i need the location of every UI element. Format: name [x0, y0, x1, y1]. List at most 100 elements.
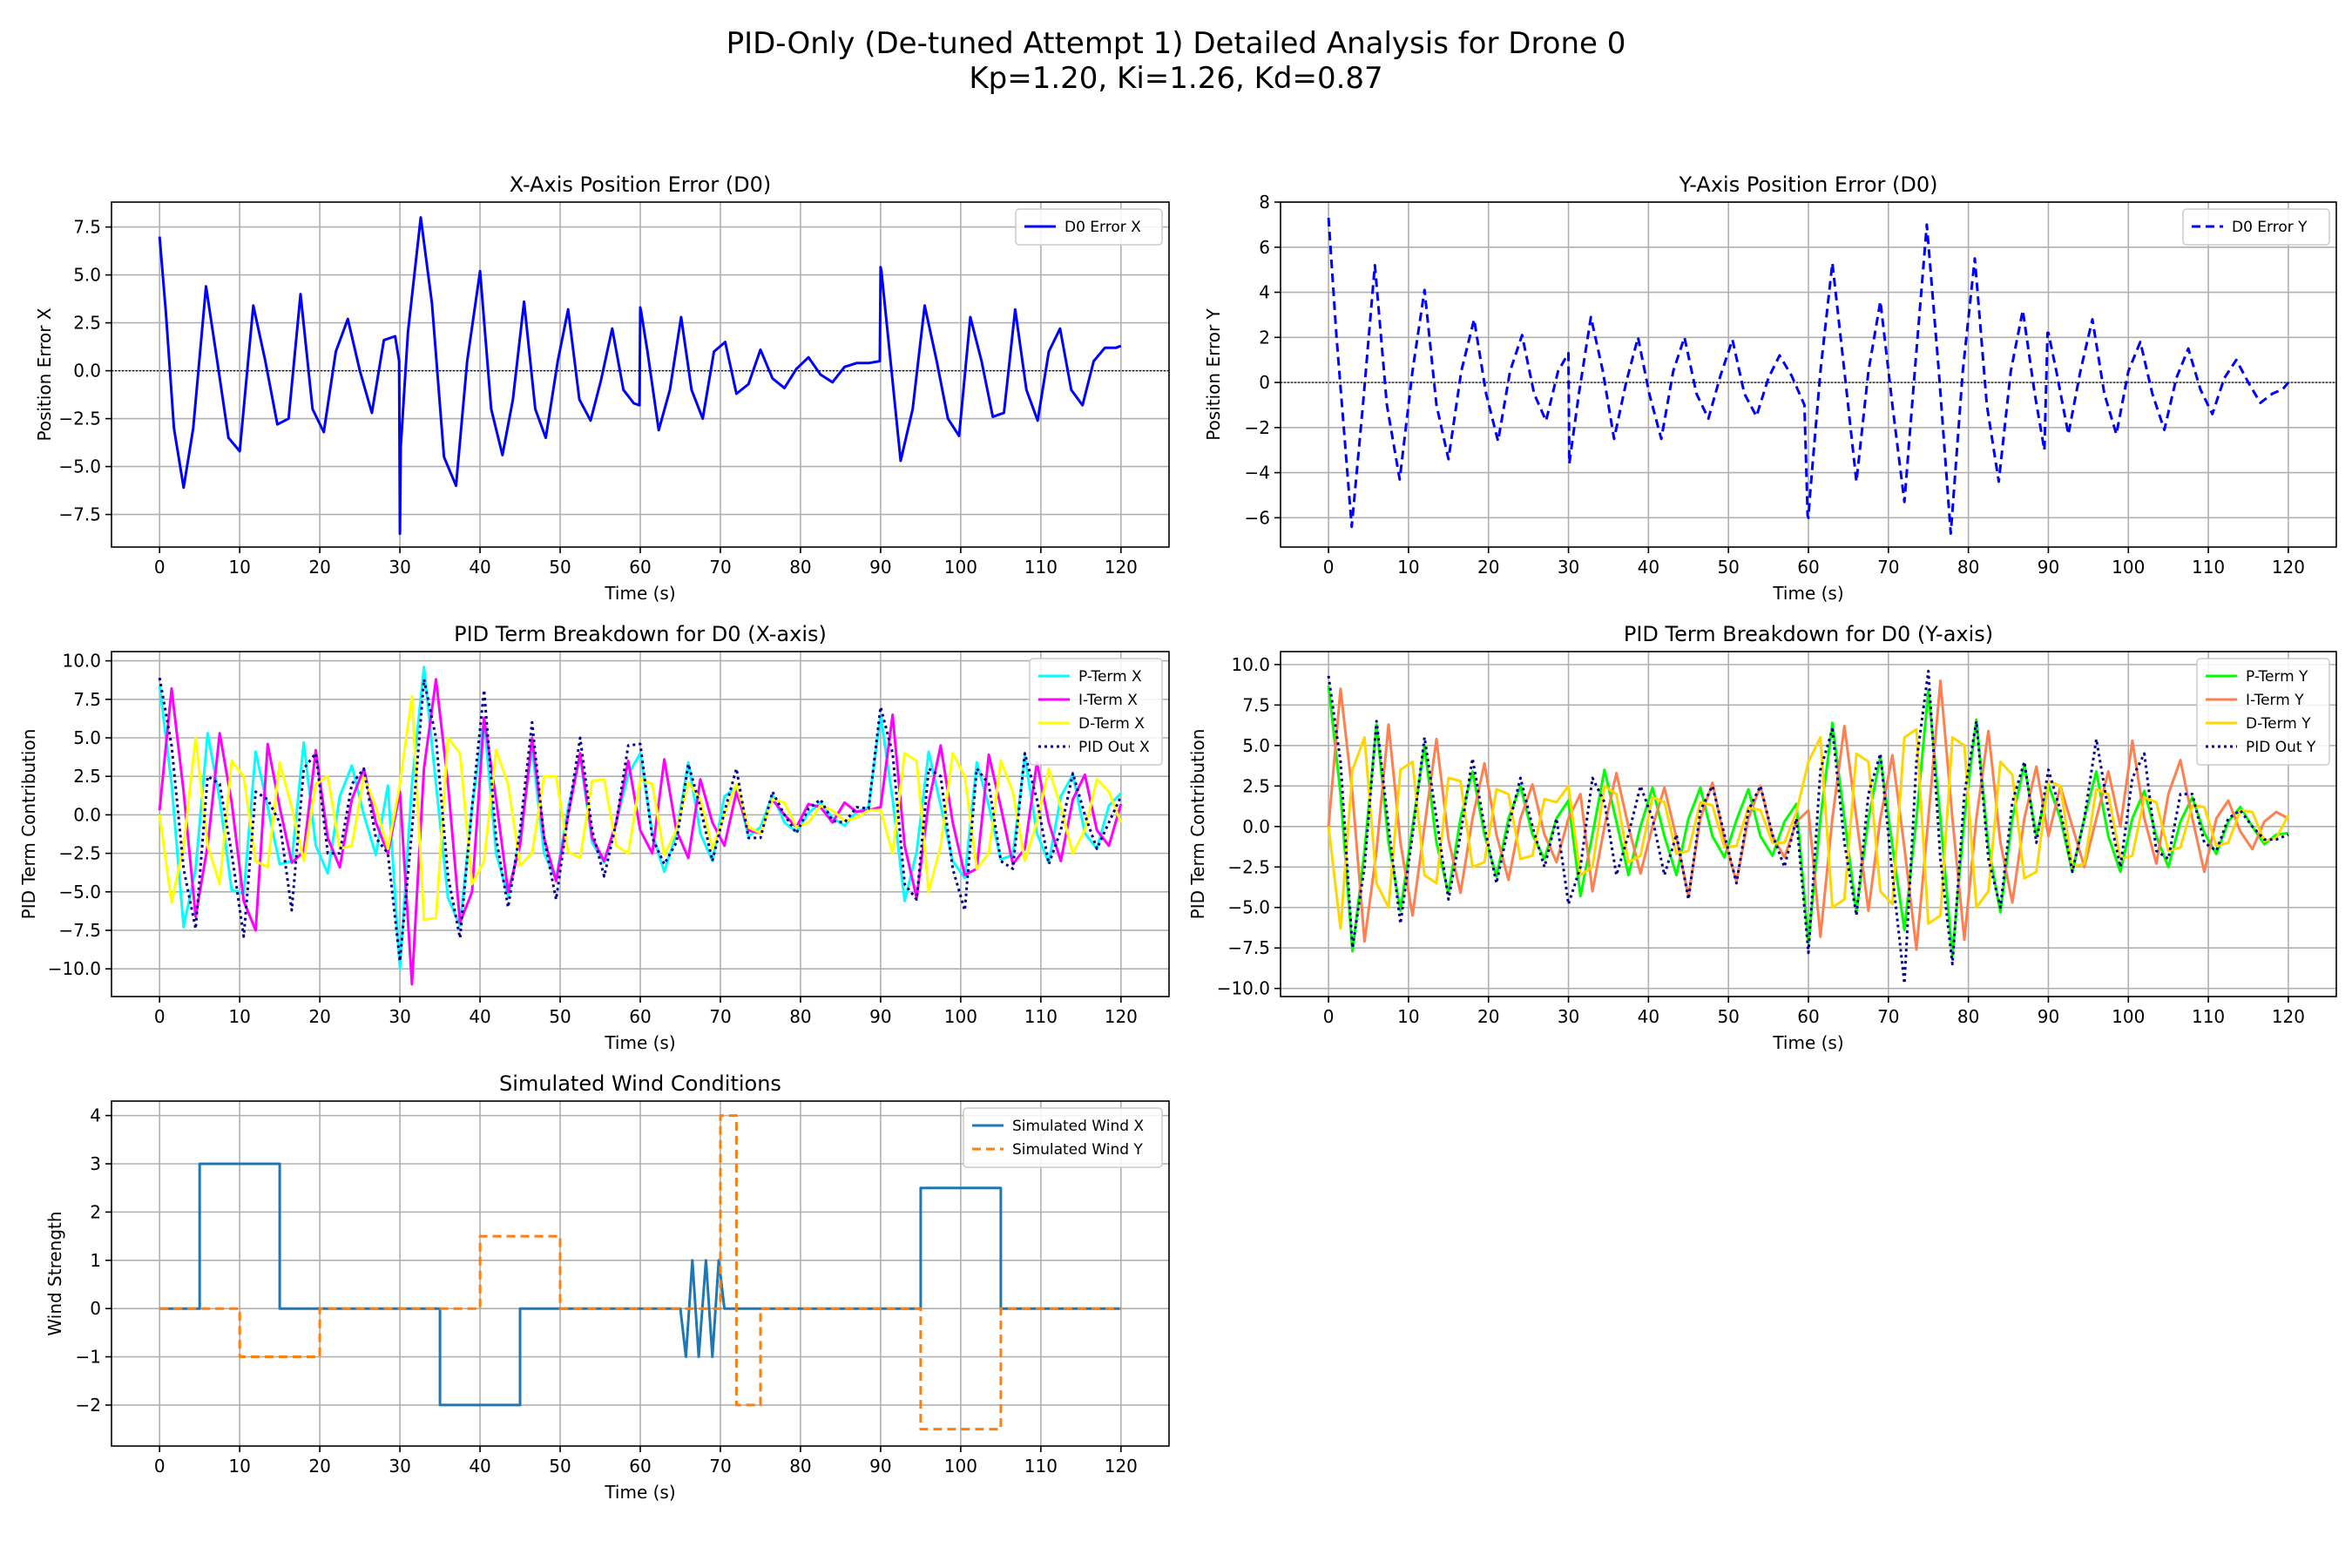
x-tick-label: 40 [469, 1006, 490, 1027]
x-tick-label: 80 [789, 1006, 811, 1027]
y-tick-label: −2.5 [58, 409, 101, 429]
x-tick-label: 120 [1105, 1456, 1138, 1477]
chart-pid_y: 0 10 20 30 40 50 60 70 80 90 100 110 120 −10.0 −7.5 −5.… [1187, 622, 2337, 1053]
chart-title: PID Term Breakdown for D0 (X-axis) [454, 622, 827, 646]
y-tick-label: 8 [1259, 192, 1270, 213]
y-tick-label: 7.5 [73, 689, 101, 710]
x-tick-label: 50 [1717, 557, 1739, 578]
y-axis-label: Wind Strength [44, 1211, 65, 1335]
x-tick-label: 120 [1105, 1006, 1138, 1027]
x-tick-label: 10 [228, 557, 250, 578]
x-tick-label: 90 [869, 1006, 891, 1027]
y-tick-label: −5.0 [1227, 897, 1270, 918]
x-tick-label: 20 [1477, 1006, 1499, 1027]
figure-title: PID-Only (De-tuned Attempt 1) Detailed A… [726, 26, 1626, 61]
chart-title: Simulated Wind Conditions [499, 1071, 781, 1096]
y-tick-label: 0 [90, 1298, 101, 1319]
x-tick-label: 110 [1024, 1456, 1058, 1477]
legend-label: P-Term Y [2246, 668, 2308, 686]
legend-box [963, 1107, 1163, 1168]
x-tick-label: 0 [154, 1006, 166, 1027]
x-tick-label: 70 [1877, 557, 1899, 578]
y-tick-label: 2 [90, 1201, 101, 1222]
x-tick-label: 60 [629, 1456, 651, 1477]
axes-frame [1280, 201, 2337, 548]
y-tick-label: −5.0 [58, 882, 101, 902]
legend-label: PID Out X [1078, 739, 1150, 756]
x-tick-label: 80 [789, 1456, 811, 1477]
y-axis-label: PID Term Contribution [18, 729, 39, 920]
x-tick-label: 70 [709, 557, 731, 578]
y-tick-label: 5.0 [73, 265, 101, 286]
x-tick-label: 100 [944, 1006, 977, 1027]
y-tick-label: 2.5 [1242, 775, 1270, 796]
y-tick-label: 0.0 [1242, 816, 1270, 837]
x-axis-label: Time (s) [604, 583, 675, 604]
x-tick-label: 40 [1638, 557, 1659, 578]
x-tick-label: 30 [389, 1006, 410, 1027]
figure-subtitle: Kp=1.20, Ki=1.26, Kd=0.87 [969, 61, 1383, 96]
y-axis-label: Position Error Y [1203, 308, 1224, 440]
series-line-0 [158, 666, 1122, 970]
x-tick-label: 110 [2192, 557, 2225, 578]
x-tick-label: 0 [154, 557, 166, 578]
y-axis-label: Position Error X [34, 308, 55, 441]
x-tick-label: 10 [228, 1006, 250, 1027]
x-tick-label: 10 [228, 1456, 250, 1477]
series-line-3 [158, 677, 1123, 963]
series-line-1 [1327, 679, 2289, 951]
axes-frame [111, 1100, 1170, 1447]
x-tick-label: 100 [2112, 1006, 2145, 1027]
x-tick-label: 80 [1957, 1006, 1979, 1027]
y-tick-label: −5.0 [58, 456, 101, 477]
axes-frame [1280, 651, 2337, 997]
y-tick-label: −2 [1245, 417, 1270, 438]
x-axis-label: Time (s) [604, 1482, 675, 1503]
legend-box [2182, 208, 2330, 246]
x-tick-label: 50 [549, 557, 571, 578]
x-tick-label: 20 [308, 1006, 330, 1027]
y-tick-label: −2.5 [58, 843, 101, 864]
y-tick-label: 10.0 [62, 651, 101, 672]
x-tick-label: 110 [2192, 1006, 2225, 1027]
y-tick-label: 7.5 [73, 217, 101, 238]
chart-pid_x: 0 10 20 30 40 50 60 70 80 90 100 110 120 −10.0 −7.5 −5.… [18, 622, 1170, 1053]
x-tick-label: 30 [1558, 557, 1579, 578]
x-tick-label: 30 [1558, 1006, 1579, 1027]
x-tick-label: 80 [1957, 557, 1979, 578]
series-line-2 [1327, 727, 2290, 930]
x-tick-label: 120 [2272, 557, 2305, 578]
axes-frame [111, 651, 1170, 997]
legend-label: I-Term X [1078, 692, 1138, 709]
x-tick-label: 90 [2038, 1006, 2059, 1027]
y-tick-label: 1 [90, 1250, 101, 1271]
legend-label: D0 Error X [1064, 219, 1141, 236]
y-tick-label: −1 [76, 1347, 101, 1368]
y-tick-label: −7.5 [58, 920, 101, 941]
legend-label: P-Term X [1078, 668, 1142, 686]
x-tick-label: 90 [869, 1456, 891, 1477]
y-tick-label: 4 [90, 1105, 101, 1126]
legend-label: D-Term Y [2246, 715, 2311, 733]
y-tick-label: −4 [1245, 463, 1270, 483]
x-tick-label: 70 [709, 1006, 731, 1027]
y-axis-label: PID Term Contribution [1187, 729, 1208, 920]
x-tick-label: 60 [1797, 1006, 1819, 1027]
y-tick-label: 10.0 [1231, 654, 1270, 675]
x-tick-label: 0 [1323, 1006, 1335, 1027]
y-tick-label: 4 [1259, 282, 1270, 303]
x-tick-label: 10 [1397, 557, 1419, 578]
x-tick-label: 0 [154, 1456, 166, 1477]
x-tick-label: 20 [1477, 557, 1499, 578]
legend-box [1015, 208, 1163, 246]
y-tick-label: 7.5 [1242, 694, 1270, 715]
legend-label: Simulated Wind Y [1012, 1141, 1143, 1159]
legend-label: I-Term Y [2246, 692, 2304, 709]
x-tick-label: 100 [944, 1456, 977, 1477]
y-tick-label: 6 [1259, 237, 1270, 258]
y-tick-label: −7.5 [58, 504, 101, 525]
series-line-0 [158, 216, 1122, 536]
y-tick-label: −10.0 [1217, 978, 1270, 999]
y-tick-label: 2.5 [73, 313, 101, 334]
